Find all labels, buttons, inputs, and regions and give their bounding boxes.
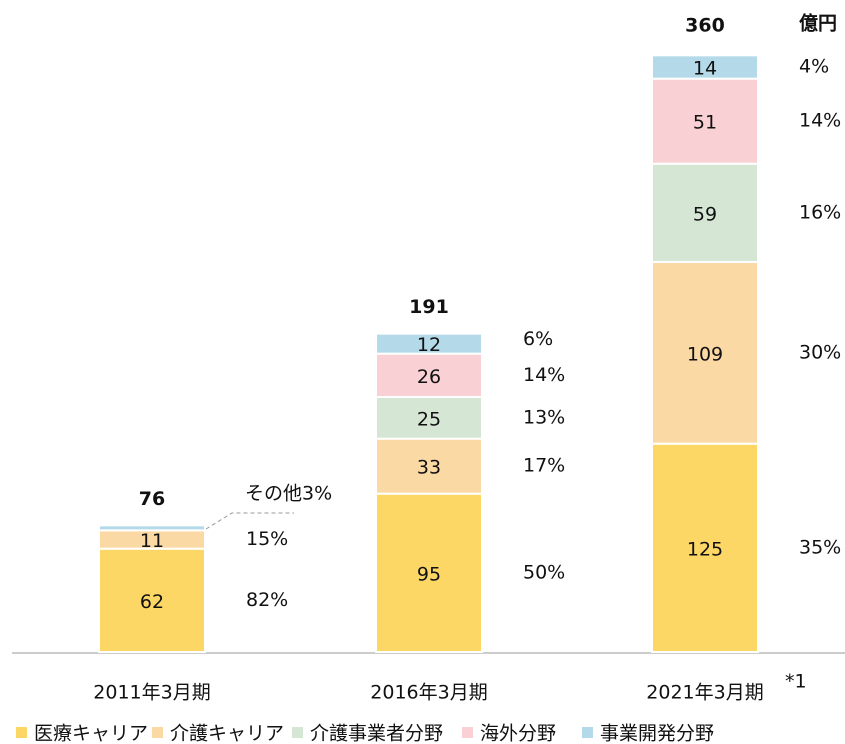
share-label: 14% [799, 110, 841, 132]
share-label: 13% [523, 406, 565, 428]
share-label: 35% [799, 536, 841, 558]
share-label: 30% [799, 341, 841, 363]
legend-label: 医療キャリア [34, 723, 148, 744]
share-label: 17% [523, 455, 565, 477]
value-label: 95 [417, 563, 441, 585]
leader-line [205, 512, 294, 530]
bar-segment [98, 524, 206, 532]
bar-segment [375, 352, 483, 398]
total-label: 191 [409, 296, 449, 318]
bar-segment [375, 332, 483, 355]
legend-swatch [462, 727, 473, 738]
value-label: 11 [140, 530, 164, 552]
category-note: *1 [785, 671, 807, 693]
bar-segment [98, 547, 206, 654]
share-label: 82% [246, 589, 288, 611]
bar-segment [375, 396, 483, 440]
legend-swatch [582, 727, 593, 738]
share-label: 50% [523, 561, 565, 583]
legend-label: 介護事業者分野 [310, 723, 443, 744]
share-label: 15% [246, 528, 288, 550]
x-tick-label: 2016年3月期 [370, 682, 487, 704]
value-label: 109 [687, 343, 723, 365]
value-label: 125 [687, 538, 723, 560]
legend-swatch [292, 727, 303, 738]
bar-segment [651, 261, 759, 445]
legend-label: 海外分野 [480, 723, 556, 744]
unit-label: 億円 [799, 12, 837, 35]
bar-segment [651, 77, 759, 165]
value-label: 12 [417, 334, 441, 356]
share-label: 16% [799, 201, 841, 223]
share-label: 6% [523, 328, 553, 350]
value-label: 14 [693, 58, 717, 80]
legend-swatch [16, 727, 27, 738]
legend-label: 介護キャリア [170, 723, 284, 744]
other-note: その他3% [245, 483, 332, 505]
share-label: 14% [523, 364, 565, 386]
value-label: 33 [417, 457, 441, 479]
bar-segment [651, 442, 759, 653]
share-label: 4% [799, 56, 829, 78]
bar-segment [651, 54, 759, 80]
legend-swatch [152, 727, 163, 738]
legend-label: 事業開発分野 [600, 723, 714, 744]
value-label: 26 [417, 366, 441, 388]
value-label: 25 [417, 408, 441, 430]
x-tick-label: 2021年3月期 [646, 682, 763, 704]
x-tick-label: 2011年3月期 [93, 682, 210, 704]
value-label: 51 [693, 112, 717, 134]
bar-segment [651, 162, 759, 264]
total-label: 360 [685, 15, 725, 37]
bar-segment [375, 492, 483, 653]
value-label: 59 [693, 203, 717, 225]
value-label: 62 [140, 591, 164, 613]
total-label: 76 [139, 488, 165, 510]
